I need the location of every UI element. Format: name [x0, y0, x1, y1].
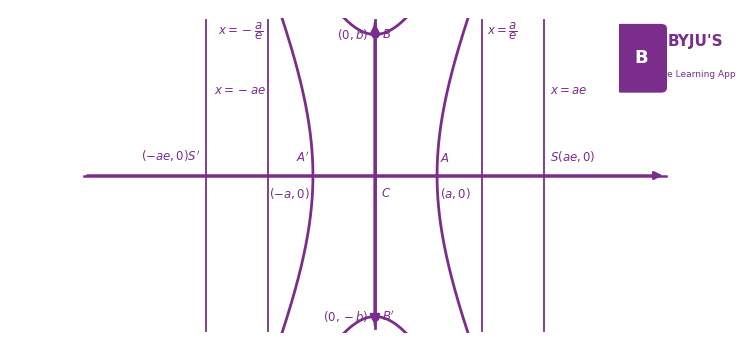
Text: $B$: $B$: [382, 28, 391, 41]
Text: $x = ae$: $x = ae$: [550, 84, 587, 97]
Text: $(0,b)$: $(0,b)$: [337, 27, 368, 42]
Text: BYJU'S: BYJU'S: [668, 34, 723, 49]
Text: $(0,-b)$: $(0,-b)$: [322, 309, 368, 324]
Text: $C$: $C$: [381, 187, 391, 200]
Text: $B'$: $B'$: [382, 309, 394, 324]
Text: $A$: $A$: [440, 152, 450, 165]
Text: The Learning App: The Learning App: [656, 71, 735, 79]
Text: $(a,0)$: $(a,0)$: [440, 186, 471, 201]
Text: $S(ae,0)$: $S(ae,0)$: [550, 149, 596, 164]
Text: $x = \dfrac{a}{e}$: $x = \dfrac{a}{e}$: [487, 20, 518, 42]
Text: $A'$: $A'$: [296, 151, 310, 165]
Text: $(-ae,0)S'$: $(-ae,0)S'$: [141, 149, 200, 164]
Text: $x = -ae$: $x = -ae$: [214, 84, 266, 97]
FancyBboxPatch shape: [615, 24, 667, 93]
Text: $x = -\dfrac{a}{e}$: $x = -\dfrac{a}{e}$: [218, 20, 263, 42]
Text: $(-a,0)$: $(-a,0)$: [269, 186, 310, 201]
Text: B: B: [634, 49, 648, 67]
